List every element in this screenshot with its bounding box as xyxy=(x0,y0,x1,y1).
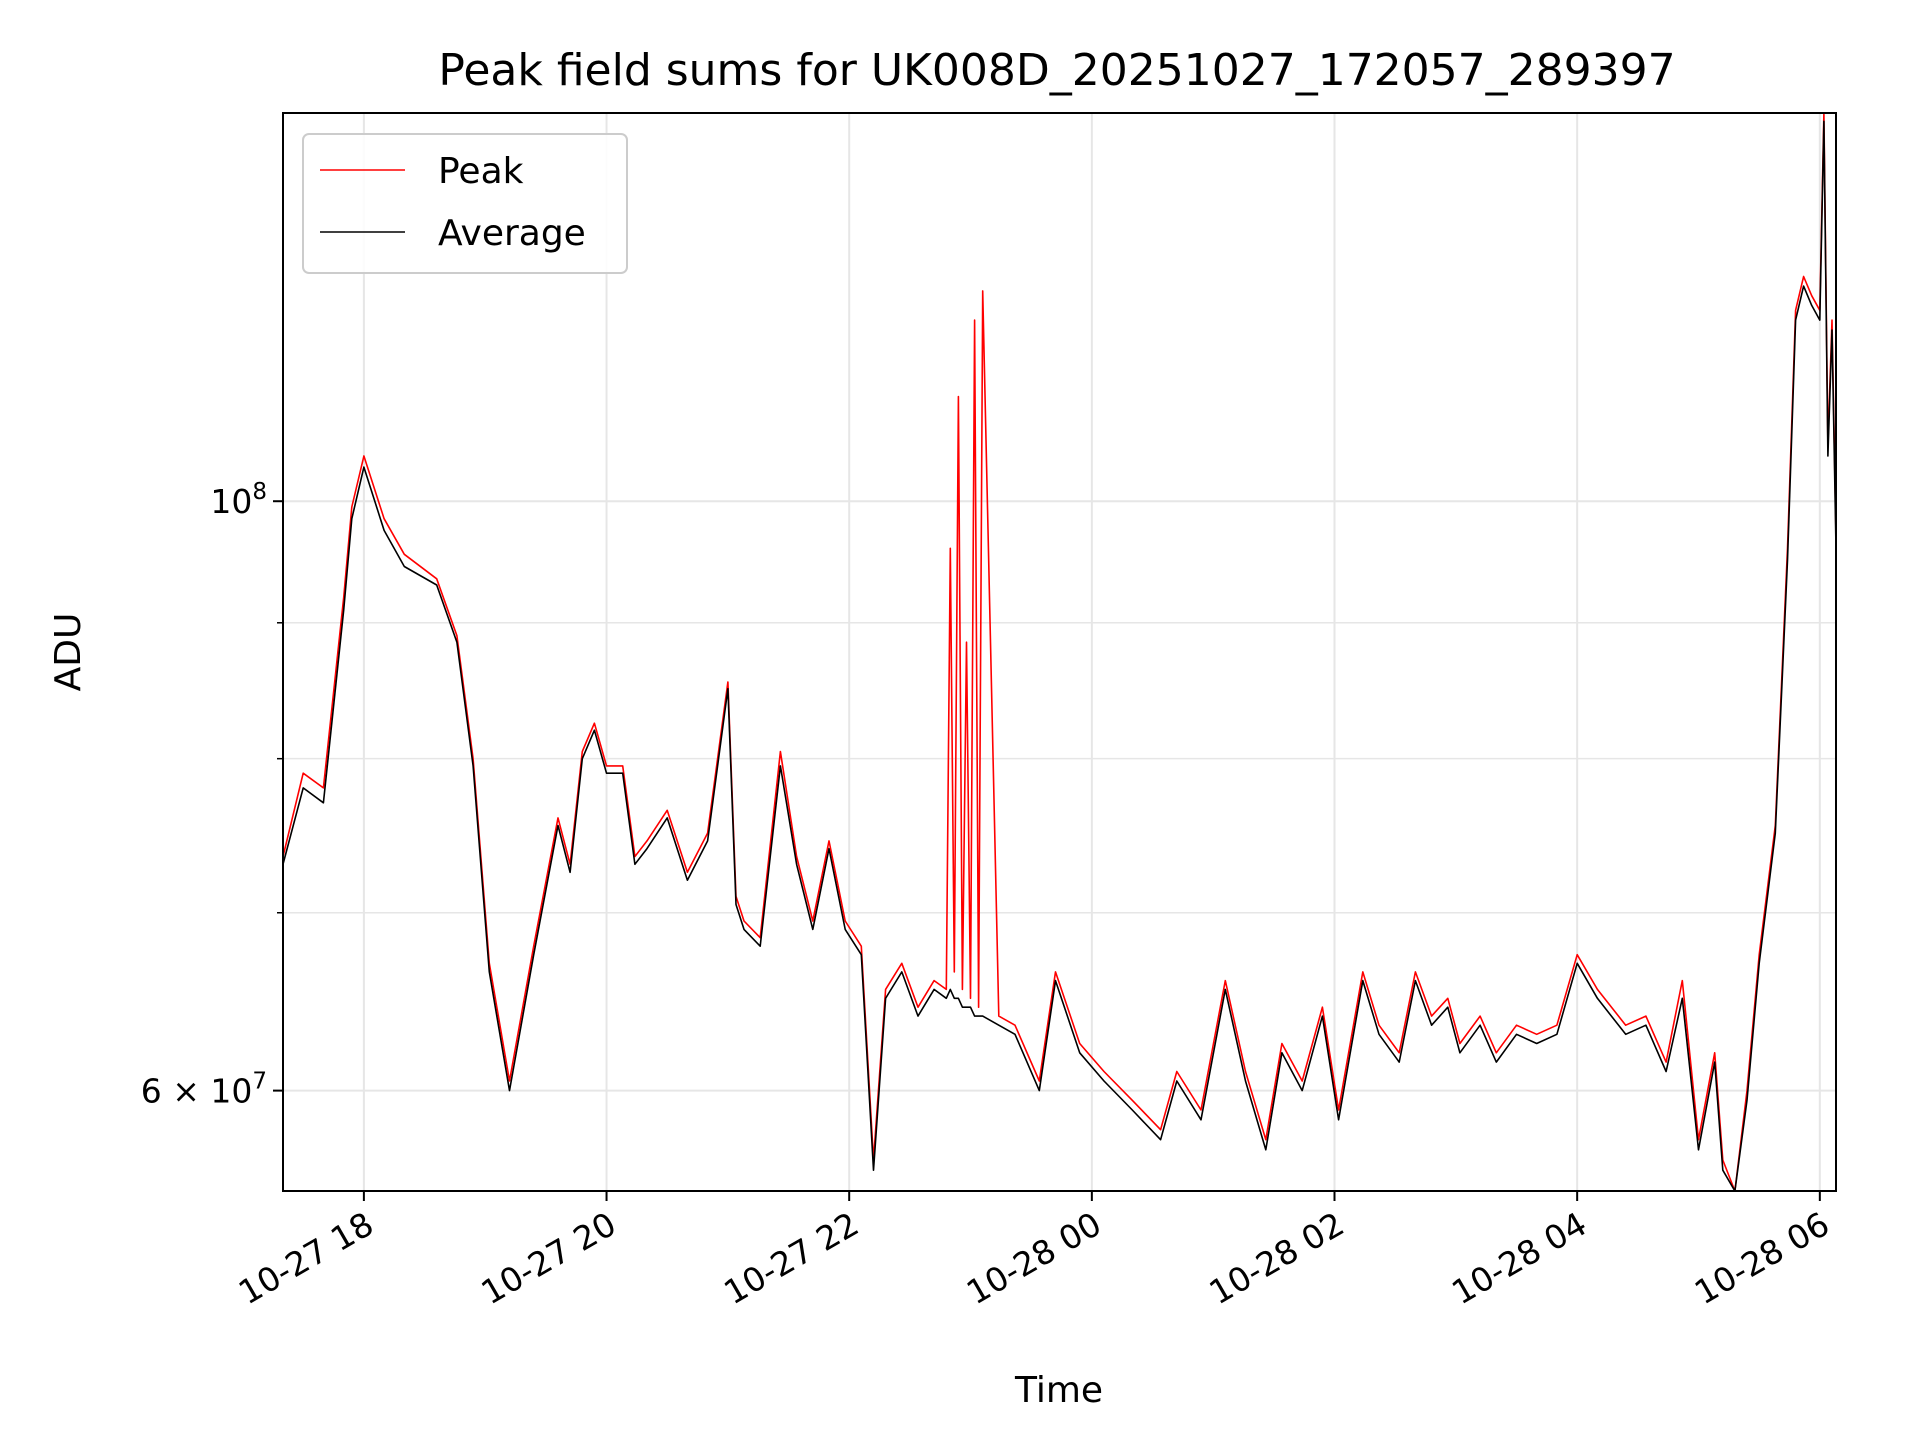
legend-box xyxy=(302,133,628,274)
legend-label-peak: Peak xyxy=(438,151,524,192)
plot-frame xyxy=(282,112,1837,1192)
chart-title: Peak field sums for UK008D_20251027_1720… xyxy=(438,45,1675,96)
y-tick-label: 108 xyxy=(210,479,267,521)
legend-label-average: Average xyxy=(438,213,586,254)
series-line-peak xyxy=(283,113,1836,1191)
series-line-average xyxy=(283,120,1836,1191)
y-tick-label: 6 × 107 xyxy=(141,1069,267,1111)
y-axis-ticks: 108 6 × 107 xyxy=(141,479,283,1111)
x-axis-label: Time xyxy=(1014,1370,1103,1411)
legend: Peak Average xyxy=(302,133,628,274)
y-axis-label: ADU xyxy=(48,613,89,692)
grid-lines xyxy=(283,113,1836,1191)
